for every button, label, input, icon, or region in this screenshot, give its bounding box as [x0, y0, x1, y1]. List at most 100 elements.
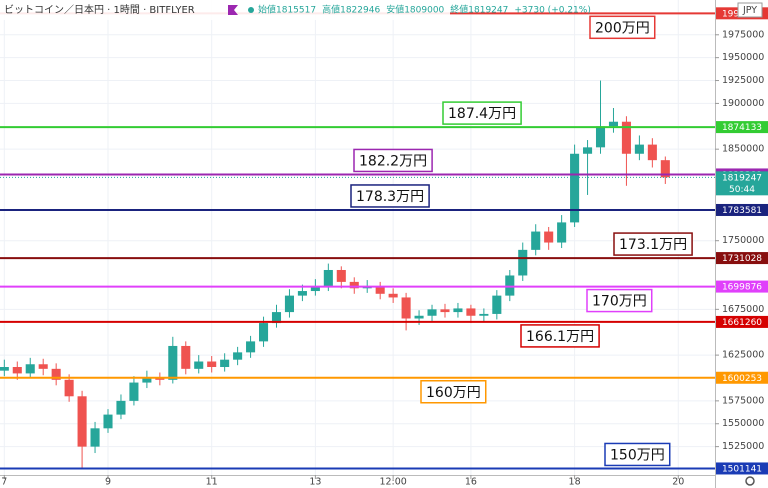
- candle-body: [479, 313, 489, 316]
- note-label: 160万円: [426, 385, 481, 401]
- candle-body: [608, 121, 619, 127]
- last-price: 1819247: [722, 173, 762, 183]
- x-tick-label: 13: [309, 477, 321, 488]
- candle-body: [401, 297, 411, 319]
- note-box: [586, 288, 653, 313]
- ohlc-value: 高値1822946: [322, 4, 380, 16]
- candle-body: [194, 361, 204, 369]
- note-box: [613, 232, 693, 256]
- candle-body: [271, 312, 282, 324]
- x-tick-label: 7: [1, 477, 7, 488]
- note-label: 173.1万円: [619, 237, 687, 253]
- candle-body: [77, 396, 87, 447]
- candle-body: [427, 309, 437, 316]
- candle-body: [103, 414, 113, 429]
- candle-body: [336, 269, 346, 282]
- note-box: [604, 442, 671, 467]
- note-label: 182.2万円: [359, 153, 427, 169]
- candle-body: [116, 400, 126, 415]
- y-tick-label: 1625000: [722, 350, 764, 361]
- header-bg: [0, 0, 450, 20]
- y-tick-label: 1850000: [722, 144, 764, 155]
- y-tick-label: 1975000: [722, 29, 764, 40]
- level-price-box: [716, 462, 768, 475]
- ohlc-value: 始値1815517: [258, 4, 316, 16]
- candle-body: [297, 291, 307, 296]
- candle-body: [207, 361, 217, 368]
- y-tick-label: 1525000: [722, 441, 764, 452]
- candle-body: [0, 367, 9, 371]
- candle-body: [323, 269, 333, 287]
- candle-body: [64, 379, 74, 397]
- candle-body: [142, 377, 152, 383]
- level-price: 1783581: [722, 206, 762, 216]
- candle-body: [621, 121, 631, 154]
- level-price-box: [716, 315, 768, 328]
- status-dot: [248, 7, 254, 13]
- candle-body: [90, 428, 100, 447]
- candle-body: [505, 275, 515, 296]
- candle-body: [660, 160, 670, 178]
- candle-body: [12, 367, 22, 374]
- note-box: [589, 15, 656, 40]
- y-tick-label: 1925000: [722, 75, 764, 86]
- x-tick-label: 12:00: [379, 477, 406, 488]
- note-box: [520, 324, 600, 348]
- ohlc-value: 安値1809000: [386, 4, 444, 16]
- currency-box: [737, 2, 763, 18]
- note-label: 166.1万円: [526, 329, 594, 345]
- level-price: 1600253: [722, 374, 762, 384]
- x-tick-label: 11: [206, 477, 218, 488]
- note-box: [350, 184, 430, 208]
- level-price-box: [716, 371, 768, 384]
- candle-body: [129, 382, 139, 401]
- candle-body: [634, 144, 644, 154]
- candle-body: [557, 222, 567, 243]
- x-tick-label: 9: [105, 477, 111, 488]
- ohlc-value: 終値1819247: [450, 4, 508, 16]
- level-price-box: [716, 280, 768, 293]
- candle-body: [544, 231, 554, 243]
- countdown: 50:44: [729, 185, 755, 195]
- x-tick-label: 20: [672, 477, 684, 488]
- level-price: 1699876: [722, 283, 762, 293]
- candle-body: [155, 377, 165, 380]
- y-tick-label: 1900000: [722, 98, 764, 109]
- candle-body: [349, 281, 359, 289]
- level-price-box: [716, 121, 768, 134]
- candle-body: [233, 352, 243, 360]
- level-price: 1874133: [722, 123, 762, 133]
- x-tick-label: 16: [465, 477, 477, 488]
- candle-body: [570, 153, 580, 223]
- candle-body: [168, 345, 178, 380]
- level-price: 1731028: [722, 254, 762, 264]
- y-tick-label: 1550000: [722, 418, 764, 429]
- candle-body: [51, 368, 61, 380]
- candle-body: [220, 359, 230, 368]
- settings-icon[interactable]: [745, 476, 755, 486]
- candle-body: [388, 293, 398, 298]
- flag-icon: [228, 5, 238, 15]
- note-label: 150万円: [610, 447, 665, 463]
- candle-body: [531, 231, 541, 250]
- last-price-box: [716, 171, 768, 196]
- level-price: 1661260: [722, 318, 762, 328]
- candle-body: [453, 308, 463, 313]
- y-tick-label: 1575000: [722, 395, 764, 406]
- candle-body: [310, 286, 320, 292]
- note-label: 170万円: [592, 294, 647, 310]
- candle-body: [375, 286, 385, 294]
- candle-body: [492, 295, 502, 314]
- note-box: [353, 148, 433, 173]
- candle-body: [518, 249, 528, 276]
- y-tick-label: 1750000: [722, 235, 764, 246]
- level-price-box: [716, 203, 768, 216]
- currency: JPY: [742, 5, 757, 16]
- candle-body: [284, 295, 294, 313]
- header-title: ビットコイン／日本円 · 1時間 · BITFLYER: [4, 3, 195, 16]
- y-tick-label: 1675000: [722, 304, 764, 315]
- candle-body: [258, 323, 269, 342]
- level-price: 1501141: [722, 464, 762, 474]
- candle-body: [414, 315, 424, 319]
